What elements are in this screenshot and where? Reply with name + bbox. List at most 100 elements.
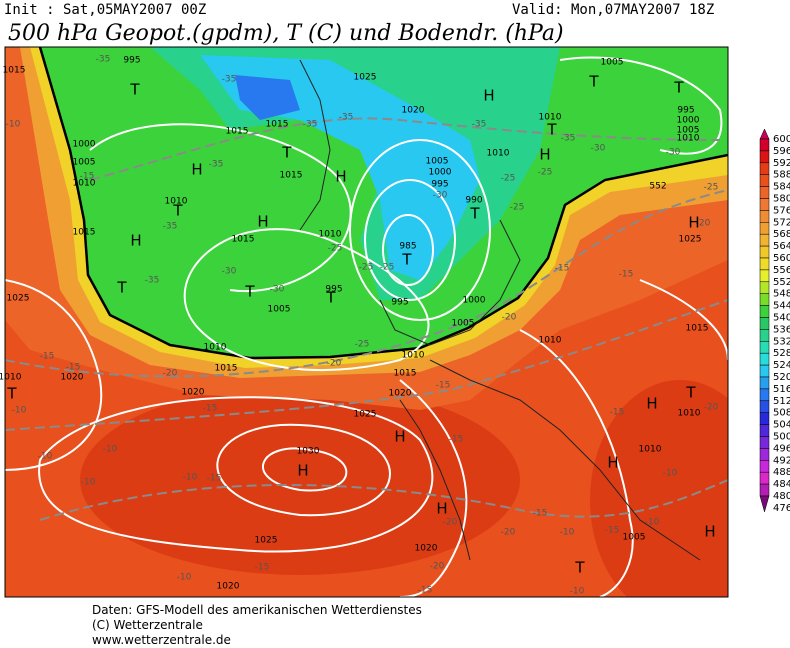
isotherm-label: -35 (561, 134, 576, 144)
isotherm-label: -20 (163, 369, 178, 379)
isobar-label: 1020 (415, 544, 438, 554)
isotherm-label: -20 (502, 313, 517, 323)
legend-swatch (759, 198, 770, 211)
legend-swatch (759, 257, 770, 271)
legend-label: 492 (773, 455, 790, 466)
legend-label: 584 (773, 182, 790, 193)
isotherm-label: -10 (570, 587, 585, 597)
legend-swatch (759, 412, 770, 425)
isotherm-label: -15 (436, 381, 451, 391)
isobar-label: 1000 (677, 116, 700, 126)
isotherm-label: -25 (328, 244, 343, 254)
footer-line: www.wetterzentrale.de (92, 633, 231, 647)
isobar-label: 1015 (73, 228, 96, 238)
isobar-label: 1010 (539, 336, 562, 346)
map-frame (4, 46, 729, 598)
legend-label: 560 (773, 253, 790, 264)
isobar-label: 1010 (677, 134, 700, 144)
isotherm-label: -15 (533, 509, 548, 519)
coastlines (299, 59, 701, 561)
isobar-label: 995 (391, 298, 408, 308)
pressure-center: T (116, 279, 127, 297)
isobar-label: 1020 (389, 389, 412, 399)
legend-swatch (759, 341, 770, 354)
isotherm-label: -35 (96, 55, 111, 65)
pressure-center: H (704, 523, 715, 541)
isobar-label: 1015 (686, 324, 709, 334)
isobar-label: 995 (677, 106, 694, 116)
isobar-label: 1000 (73, 140, 96, 150)
pressure-center: T (401, 251, 412, 269)
legend-swatch (759, 424, 770, 437)
legend-swatch (759, 388, 770, 402)
legend-swatch (759, 483, 770, 497)
isotherm-label: -15 (619, 270, 634, 280)
isobar-label: 1030 (297, 447, 320, 457)
isobar-label: 1015 (232, 235, 255, 245)
pressure-center: H (483, 87, 494, 105)
legend-label: 504 (773, 420, 790, 431)
isobar-label: 1025 (679, 235, 702, 245)
color-legend: 6005965925885845805765725685645605565525… (759, 128, 790, 514)
legend-swatch (759, 329, 770, 342)
isotherm-label: -15 (610, 408, 625, 418)
isotherm-label: -35 (222, 75, 237, 85)
warm-core (80, 385, 520, 575)
legend-swatch (759, 448, 770, 461)
legend-swatch (759, 471, 770, 485)
pressure-center: T (129, 81, 140, 99)
map-labels: 1015 995 1025 1020 1015 1015 1000 1005 1010 1015 1… (0, 55, 719, 597)
valid-time: Valid: Mon,07MAY2007 18Z (512, 2, 714, 18)
legend-label: 544 (773, 301, 790, 312)
footer-line: (C) Wetterzentrale (92, 618, 203, 632)
isotherm-label: -10 (6, 120, 21, 130)
isotherm-label: -30 (433, 191, 448, 201)
pressure-center: H (191, 161, 202, 179)
isobar-label: 1010 (402, 351, 425, 361)
legend-label: 516 (773, 384, 790, 395)
legend-label: 564 (773, 241, 790, 252)
isotherm-label: -25 (501, 174, 516, 184)
legend-label: 520 (773, 372, 790, 383)
pressure-center: T (325, 289, 336, 307)
pressure-center: H (257, 213, 268, 231)
isobar-label: 1025 (7, 294, 30, 304)
contour-552 (38, 47, 728, 360)
pressure-center: T (673, 79, 684, 97)
legend-swatch (759, 281, 770, 294)
isotherm-label: -30 (222, 267, 237, 277)
legend-swatch (759, 128, 770, 140)
isotherm-label: -20 (704, 403, 719, 413)
isotherm-label: -15 (255, 563, 270, 573)
legend-swatch (759, 376, 770, 390)
pressure-center: H (539, 146, 550, 164)
legend-swatch (759, 210, 770, 223)
legend-label: 580 (773, 194, 790, 205)
isobar-label: 1010 (204, 343, 227, 353)
isobar-label: 1025 (354, 73, 377, 83)
isotherm-label: -15 (555, 264, 570, 274)
legend-swatch (759, 269, 770, 283)
isobar-label: 1015 (226, 127, 249, 137)
isobar-label: 1000 (463, 296, 486, 306)
legend-label: 524 (773, 360, 790, 371)
legend-label: 500 (773, 432, 790, 443)
pressure-center: H (297, 462, 308, 480)
legend-swatch (759, 138, 770, 152)
pressure-center: T (546, 121, 557, 139)
legend-label: 600 (773, 134, 790, 145)
isotherm-label: -15 (40, 352, 55, 362)
isotherm-label: -35 (209, 160, 224, 170)
isobar-label: 1005 (268, 305, 291, 315)
isotherm-label: -30 (666, 148, 681, 158)
isotherm-label: -15 (605, 526, 620, 536)
legend-label: 480 (773, 491, 790, 502)
isotherm-label: -35 (472, 120, 487, 130)
legend-label: 488 (773, 467, 790, 478)
isobar-label: 1020 (402, 106, 425, 116)
isotherm-label: -10 (663, 469, 678, 479)
legend-swatch (759, 364, 770, 378)
isotherm-label: -15 (418, 586, 433, 596)
isobar-label: 1015 (280, 171, 303, 181)
isotherms (5, 117, 728, 521)
